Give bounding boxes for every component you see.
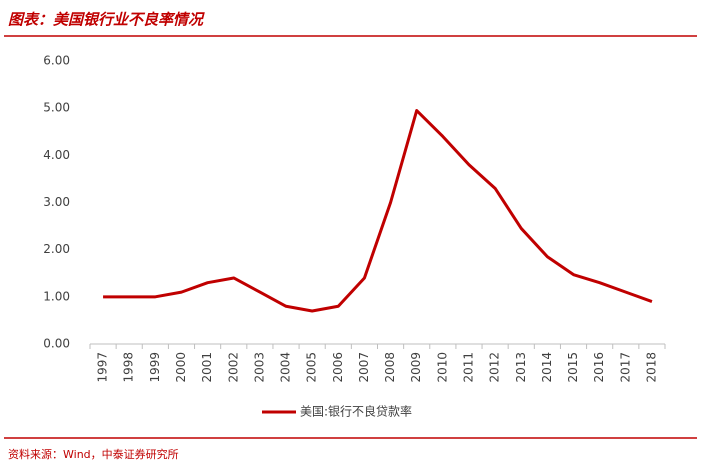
y-tick-label: 5.00 bbox=[43, 101, 70, 115]
x-tick-label: 2017 bbox=[618, 352, 632, 383]
legend-label: 美国:银行不良贷款率 bbox=[300, 404, 412, 419]
x-tick-label: 2006 bbox=[331, 352, 345, 383]
x-tick-label: 2015 bbox=[566, 352, 580, 383]
x-tick-label: 2018 bbox=[644, 352, 658, 383]
y-tick-label: 3.00 bbox=[43, 195, 70, 209]
x-tick-label: 2002 bbox=[226, 352, 240, 383]
x-tick-label: 2010 bbox=[435, 352, 449, 383]
x-tick-label: 2003 bbox=[252, 352, 266, 383]
data-line bbox=[103, 109, 653, 313]
x-tick-label: 1998 bbox=[122, 352, 136, 383]
source-note: 资料来源：Wind，中泰证券研究所 bbox=[8, 447, 179, 461]
x-tick-label: 1997 bbox=[96, 352, 110, 383]
x-tick-label: 1999 bbox=[148, 352, 162, 383]
chart-title: 图表：美国银行业不良率情况 bbox=[8, 11, 205, 29]
x-tick-label: 2007 bbox=[357, 352, 371, 383]
x-tick-label: 2014 bbox=[540, 352, 554, 383]
y-tick-label: 4.00 bbox=[43, 148, 70, 162]
x-tick-label: 2008 bbox=[383, 352, 397, 383]
x-tick-label: 2009 bbox=[409, 352, 423, 383]
x-tick-label: 2004 bbox=[279, 352, 293, 383]
x-tick-label: 2001 bbox=[200, 352, 214, 383]
x-tick-label: 2005 bbox=[305, 352, 319, 383]
x-tick-label: 2016 bbox=[592, 352, 606, 383]
x-tick-label: 2012 bbox=[488, 352, 502, 383]
y-tick-label: 1.00 bbox=[43, 289, 70, 303]
y-tick-label: 2.00 bbox=[43, 242, 70, 256]
y-tick-label: 0.00 bbox=[43, 337, 70, 351]
y-tick-label: 6.00 bbox=[43, 54, 70, 68]
x-tick-label: 2000 bbox=[174, 352, 188, 383]
x-tick-label: 2011 bbox=[461, 352, 475, 383]
x-tick-label: 2013 bbox=[514, 352, 528, 383]
